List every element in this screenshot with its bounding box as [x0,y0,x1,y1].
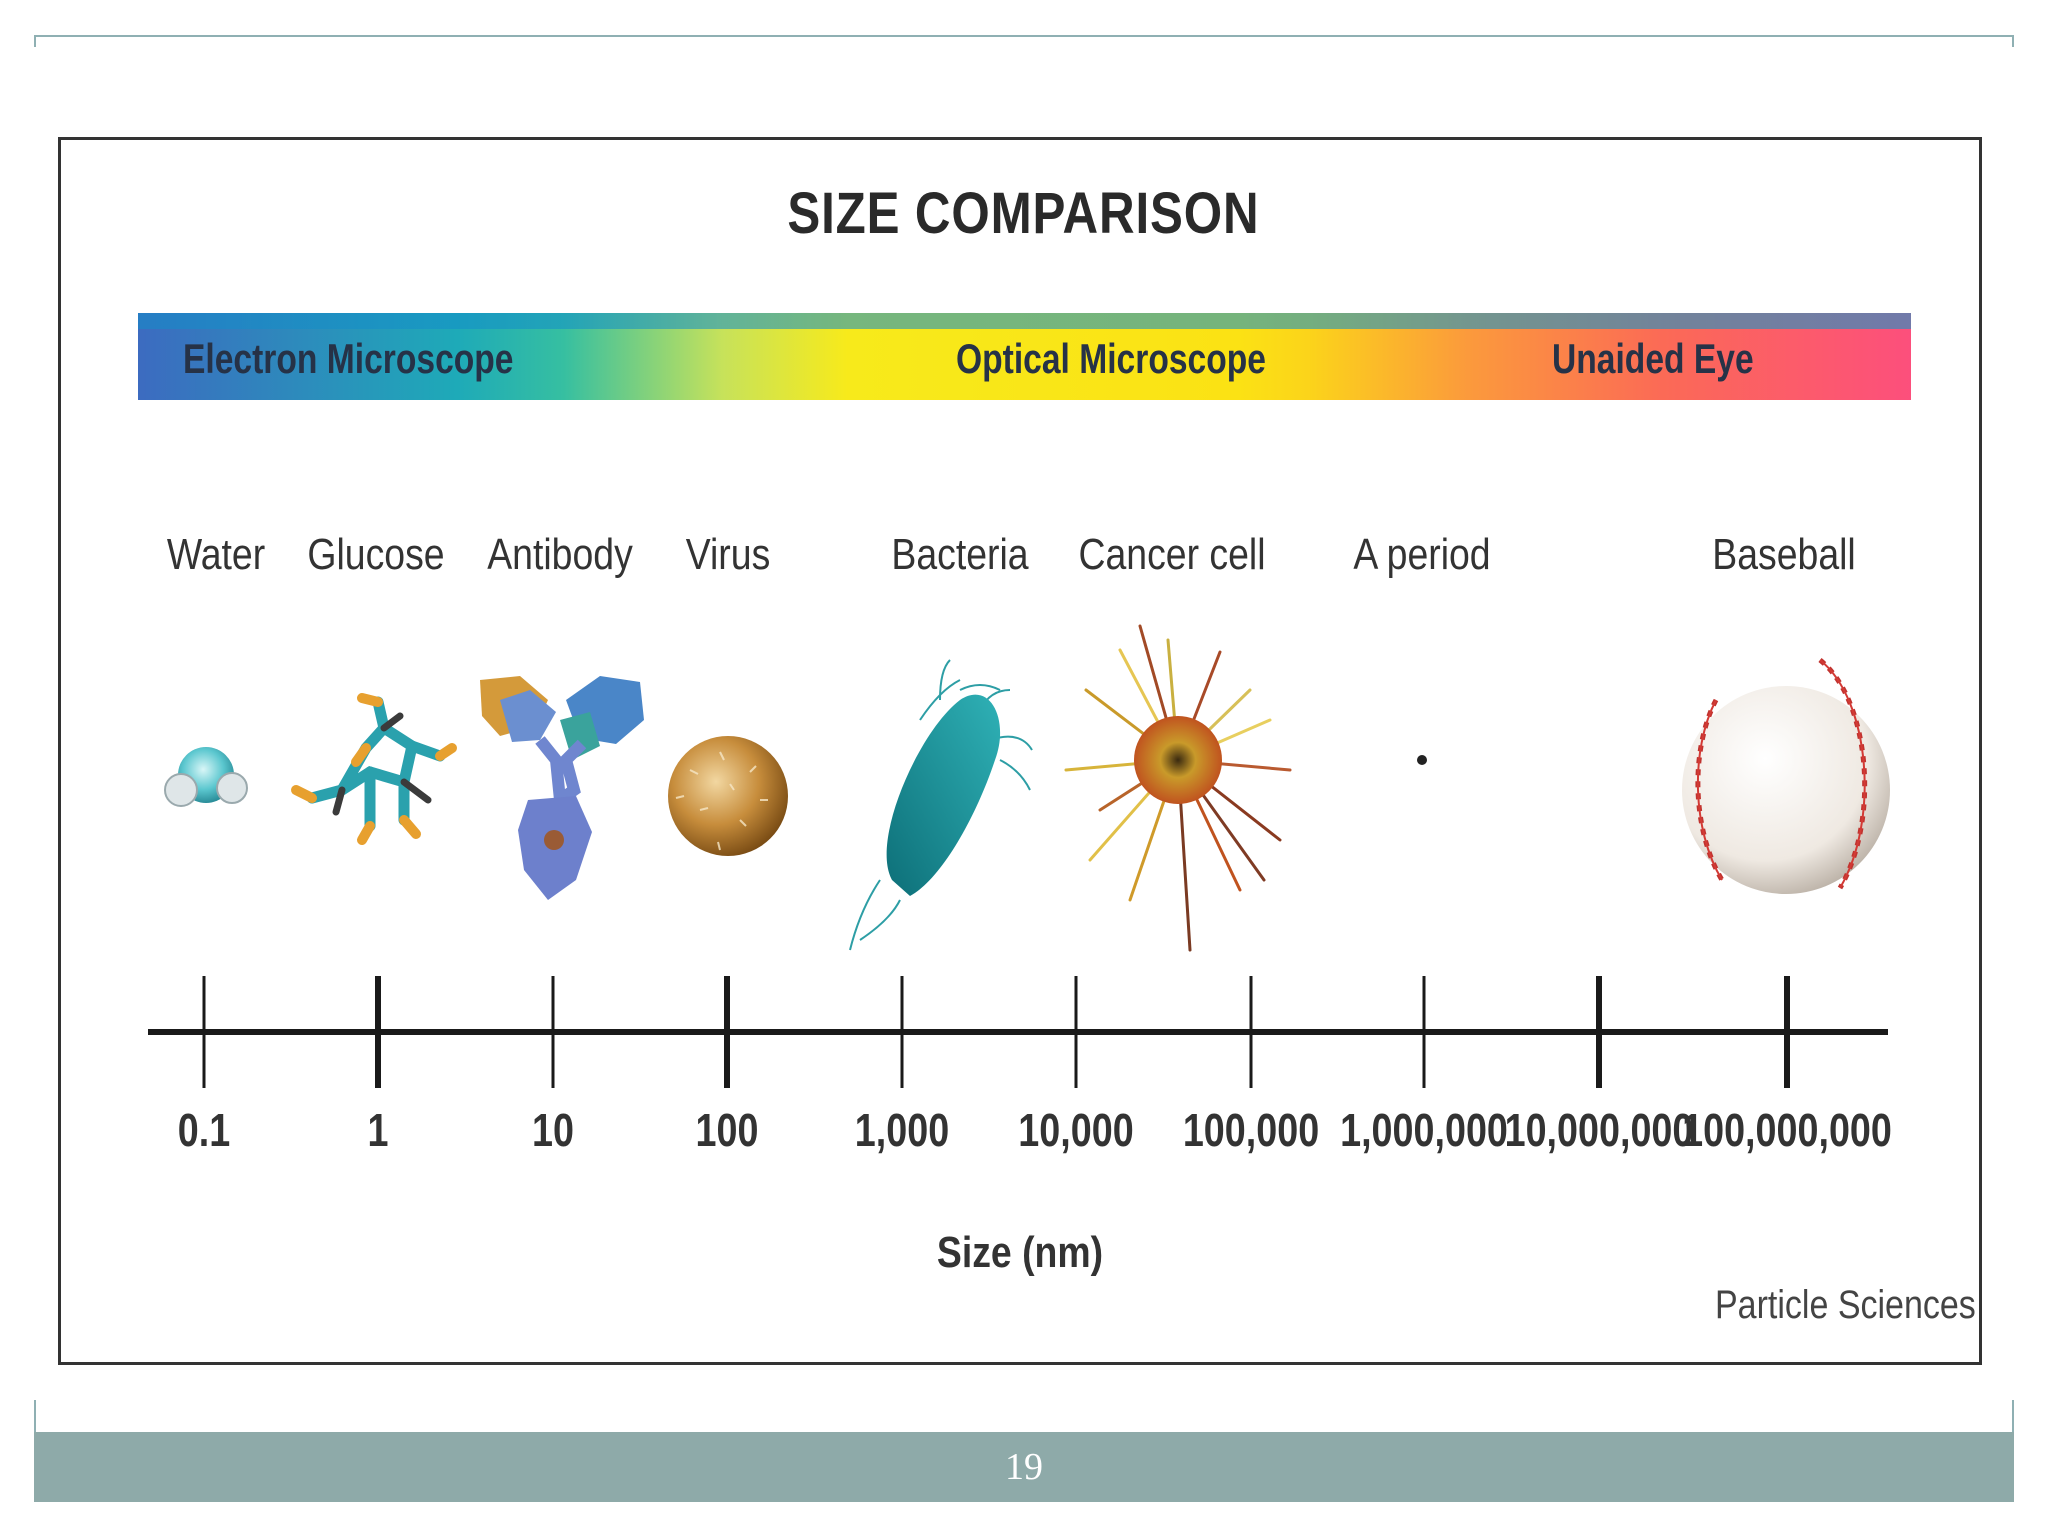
tick-label: 1,000,000 [1340,1104,1508,1156]
microscopy-spectrum-bar [138,313,1911,400]
spectrum-label-unaided: Unaided Eye [1552,335,1754,382]
tick-label: 100 [695,1104,759,1156]
item-label-baseball: Baseball [1712,530,1856,579]
figure-title: SIZE COMPARISON [787,181,1260,246]
tick-label: 100,000 [1182,1104,1320,1156]
size-axis [148,976,1888,1088]
item-label-antibody: Antibody [487,530,633,579]
tick-label: 1,000 [854,1104,950,1156]
item-label-glucose: Glucose [307,530,445,579]
item-label-a-period: A period [1353,530,1491,579]
item-label-water: Water [166,530,266,579]
tick-label: 100,000,000 [1682,1104,1892,1156]
water-molecule-icon [164,747,248,807]
spectrum-label-optical: Optical Microscope [956,335,1266,382]
cancer-cell-icon [1064,624,1292,952]
tick-label: 1 [367,1104,389,1156]
baseball-icon [1682,658,1890,894]
period-dot-icon [1417,755,1427,765]
item-label-bacteria: Bacteria [891,530,1029,579]
item-label-cancer-cell: Cancer cell [1078,530,1266,579]
tick-label: 0.1 [177,1104,231,1156]
antibody-icon [480,676,644,900]
credit-text: Particle Sciences [1715,1283,1976,1327]
tick-label: 10,000,000 [1504,1104,1694,1156]
glucose-molecule-icon [291,693,457,845]
slide-frame-top [34,35,2014,47]
axis-title: Size (nm) [936,1228,1104,1277]
tick-label: 10,000 [1018,1104,1134,1156]
bacteria-icon [849,659,1033,951]
tick-label: 10 [532,1104,574,1156]
item-label-virus: Virus [685,530,771,579]
page-number: 19 [34,1432,2014,1502]
slide-frame-right [2012,1400,2014,1432]
spectrum-label-electron: Electron Microscope [183,335,514,382]
virus-icon [668,736,788,856]
slide-frame-left [34,1400,36,1432]
